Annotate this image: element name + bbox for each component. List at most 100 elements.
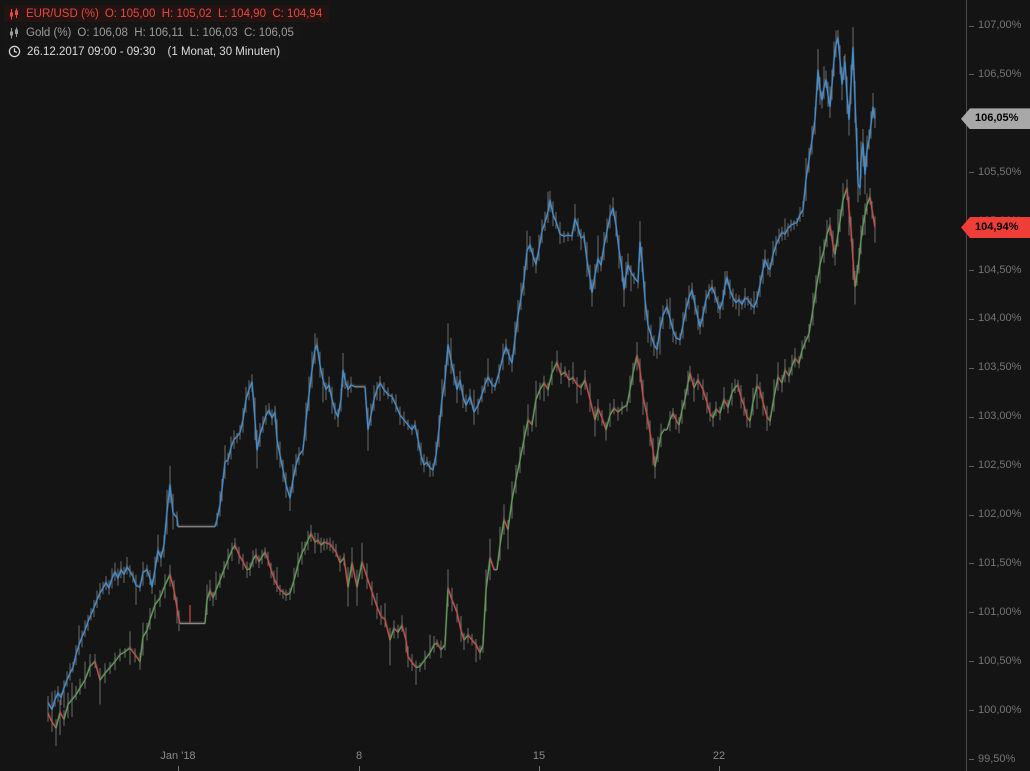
series-segment-eurusd xyxy=(684,382,689,400)
series-segment-eurusd xyxy=(376,606,382,617)
series-segment-eurusd xyxy=(568,377,574,381)
series-segment-gold xyxy=(600,245,605,266)
price-tick-label: 101,00% xyxy=(978,605,1022,618)
legend-row-timestamp[interactable]: 26.12.2017 09:00 - 09:30 (1 Monat, 30 Mi… xyxy=(4,43,288,60)
series-segment-gold xyxy=(63,680,68,689)
series-segment-gold xyxy=(251,381,256,421)
series-segment-gold xyxy=(322,379,327,391)
legend-row-eurusd[interactable]: EUR/USD (%) O: 105,00 H: 105,02 L: 104,9… xyxy=(4,5,330,22)
series-segment-eurusd xyxy=(496,545,501,570)
series-segment-gold xyxy=(817,69,821,90)
series-segment-gold xyxy=(426,461,431,469)
legend-ohlc-values: O: 105,00 H: 105,02 L: 104,90 C: 104,94 xyxy=(104,7,323,20)
series-segment-eurusd xyxy=(862,214,866,226)
series-segment-gold xyxy=(744,297,749,301)
series-segment-eurusd xyxy=(636,355,641,371)
series-segment-gold xyxy=(311,349,316,371)
series-segment-gold xyxy=(829,84,833,108)
legend-row-gold[interactable]: Gold (%) O: 106,08 H: 106,11 L: 106,03 C… xyxy=(4,24,301,41)
series-segment-eurusd xyxy=(47,713,53,723)
series-segment-eurusd xyxy=(681,399,686,411)
price-tick-label: 104,00% xyxy=(978,312,1022,325)
series-segment-gold xyxy=(609,207,614,217)
series-segment-gold xyxy=(583,236,588,261)
series-segment-eurusd xyxy=(282,591,287,596)
series-segment-gold xyxy=(659,315,664,331)
series-segment-eurusd xyxy=(834,234,839,255)
series-segment-gold xyxy=(574,218,579,228)
series-segment-eurusd xyxy=(515,460,521,480)
series-segment-gold xyxy=(114,571,119,579)
series-segment-eurusd xyxy=(812,289,817,310)
price-axis[interactable]: 106,05% 104,94% 107,00%106,50%106,00%105… xyxy=(961,0,1030,771)
series-segment-eurusd xyxy=(356,561,363,588)
price-tick-mark xyxy=(969,172,974,174)
series-segment-eurusd xyxy=(740,397,745,406)
series-segment-eurusd xyxy=(436,642,442,651)
series-segment-eurusd xyxy=(75,687,81,696)
series-segment-gold xyxy=(66,673,71,681)
series-segment-gold xyxy=(256,434,261,451)
series-segment-gold xyxy=(606,216,611,232)
series-segment-eurusd xyxy=(234,545,240,556)
series-segment-eurusd xyxy=(551,362,558,374)
series-segment-eurusd xyxy=(829,225,834,246)
series-segment-gold xyxy=(435,429,440,456)
series-segment-eurusd xyxy=(519,439,525,461)
series-segment-eurusd xyxy=(687,373,691,384)
series-segment-gold xyxy=(117,569,122,579)
series-segment-eurusd xyxy=(543,382,549,391)
series-segment-eurusd xyxy=(231,544,236,551)
series-segment-gold xyxy=(54,692,59,701)
series-segment-gold xyxy=(523,250,528,281)
series-segment-eurusd xyxy=(639,370,644,397)
series-segment-gold xyxy=(866,140,870,151)
series-segment-gold xyxy=(656,330,661,350)
series-segment-eurusd xyxy=(204,600,208,624)
series-segment-eurusd xyxy=(447,588,453,601)
series-segment-gold xyxy=(120,569,125,575)
series-segment-gold xyxy=(484,376,489,386)
series-segment-eurusd xyxy=(839,199,844,222)
series-segment-gold xyxy=(227,447,232,461)
price-tick-mark xyxy=(969,563,974,565)
series-segment-eurusd xyxy=(267,559,272,570)
series-segment-eurusd xyxy=(597,408,603,419)
series-segment-eurusd xyxy=(856,259,860,275)
series-segment-eurusd xyxy=(59,712,65,720)
time-tick-label: 15 xyxy=(532,750,546,762)
series-segment-eurusd xyxy=(109,661,116,668)
time-tick-mark xyxy=(539,766,540,771)
series-segment-gold xyxy=(688,289,693,299)
series-segment-gold xyxy=(559,233,565,237)
price-tick-label: 101,50% xyxy=(978,556,1022,569)
series-segment-eurusd xyxy=(279,589,284,593)
series-segment-gold xyxy=(793,221,798,225)
series-segment-eurusd xyxy=(646,415,651,433)
series-segment-gold xyxy=(775,237,780,246)
series-segment-gold xyxy=(364,386,369,430)
series-segment-eurusd xyxy=(219,569,225,581)
series-segment-eurusd xyxy=(482,590,487,646)
series-segment-gold xyxy=(633,276,639,283)
series-segment-eurusd xyxy=(752,385,758,403)
series-segment-gold xyxy=(854,100,858,151)
series-segment-eurusd xyxy=(317,540,322,546)
series-segment-eurusd xyxy=(273,578,278,586)
series-segment-gold xyxy=(520,280,525,298)
series-segment-gold xyxy=(224,459,229,463)
series-segment-gold xyxy=(456,379,461,391)
series-segment-gold xyxy=(216,505,221,521)
series-segment-gold xyxy=(487,376,493,386)
series-segment-gold xyxy=(841,69,845,85)
series-segment-gold xyxy=(769,254,774,270)
series-segment-gold xyxy=(157,549,162,559)
series-segment-gold xyxy=(586,260,591,279)
series-segment-gold xyxy=(517,297,522,316)
series-segment-gold xyxy=(811,119,816,141)
series-segment-gold xyxy=(111,571,116,579)
series-segment-gold xyxy=(567,234,573,237)
series-segment-eurusd xyxy=(850,229,854,260)
series-segment-gold xyxy=(697,318,701,328)
